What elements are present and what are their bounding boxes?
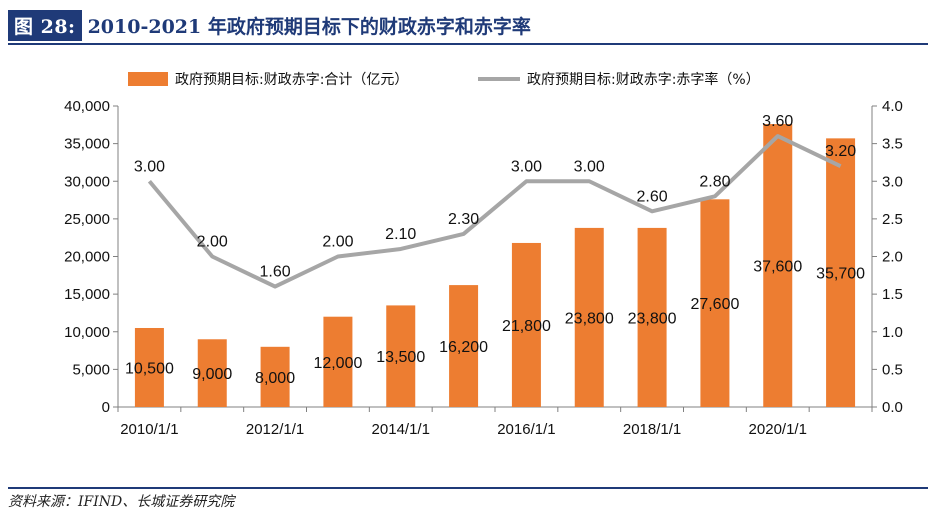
left-tick-label: 20,000: [64, 249, 110, 266]
bar-value-label: 13,500: [376, 349, 425, 366]
bar: [574, 227, 604, 407]
line-value-label: 2.00: [197, 234, 228, 251]
line-value-label: 2.00: [322, 234, 353, 251]
bar: [637, 227, 667, 407]
x-tick-label: 2018/1/1: [623, 421, 681, 438]
left-tick-label: 0: [102, 399, 110, 416]
right-tick-label: 2.0: [882, 249, 903, 266]
left-tick-label: 5,000: [72, 361, 110, 378]
right-tick-label: 2.5: [882, 211, 903, 228]
deficit-rate-line: [147, 134, 842, 289]
line-value-label: 2.10: [385, 226, 416, 243]
bar-value-label: 23,800: [565, 310, 614, 327]
bar: [511, 242, 541, 407]
bar: [260, 346, 290, 407]
right-tick-label: 0.5: [882, 361, 903, 378]
bar: [826, 138, 856, 408]
bar: [700, 199, 730, 407]
legend-label-bar: 政府预期目标:财政赤字:合计（亿元）: [175, 72, 408, 88]
bar-value-label: 12,000: [313, 355, 362, 372]
right-tick-label: 3.0: [882, 173, 903, 190]
left-tick-label: 25,000: [64, 211, 110, 228]
left-tick-label: 40,000: [64, 98, 110, 115]
right-tick-label: 1.0: [882, 324, 903, 341]
x-tick-label: 2020/1/1: [749, 421, 807, 438]
figure-label: 图 28:: [8, 9, 82, 41]
footer-rule: [8, 487, 928, 489]
figure-header: 图 28: 2010-2021 年政府预期目标下的财政赤字和赤字率: [8, 9, 531, 41]
bar-value-label: 21,800: [502, 318, 551, 335]
bar-value-label: 8,000: [255, 370, 295, 387]
figure-title: 2010-2021 年政府预期目标下的财政赤字和赤字率: [87, 15, 531, 38]
bar: [763, 124, 793, 407]
bar-value-label: 23,800: [628, 310, 677, 327]
right-tick-label: 4.0: [882, 98, 903, 115]
bar: [323, 316, 353, 407]
line-value-label: 1.60: [260, 264, 291, 281]
x-tick-label: 2014/1/1: [372, 421, 430, 438]
legend-label-line: 政府预期目标:财政赤字:赤字率（%）: [527, 71, 760, 88]
bar: [449, 285, 479, 407]
x-tick-label: 2010/1/1: [120, 421, 178, 438]
line-value-label: 2.80: [699, 173, 730, 190]
left-tick-label: 35,000: [64, 136, 110, 153]
deficit-chart: 政府预期目标:财政赤字:合计（亿元） 政府预期目标:财政赤字:赤字率（%） 0 5…: [64, 71, 903, 438]
right-tick-label: 3.5: [882, 136, 903, 153]
x-tick-label: 2016/1/1: [497, 421, 555, 438]
bar-value-label: 35,700: [816, 266, 865, 283]
legend-swatch-bar: [128, 72, 168, 86]
bar-value-label: 16,200: [439, 339, 488, 356]
right-tick-label: 0.0: [882, 399, 903, 416]
right-tick-label: 1.5: [882, 286, 903, 303]
bar-value-label: 27,600: [690, 296, 739, 313]
line-value-label: 2.30: [448, 211, 479, 228]
line-value-label: 3.00: [574, 158, 605, 175]
axes: 0 5,000 10,000 15,000 20,000 25,000 30,000 35,0…: [64, 98, 903, 438]
line-value-label: 2.60: [637, 188, 668, 205]
bar-value-label: 10,500: [125, 360, 174, 377]
x-tick-label: 2012/1/1: [246, 421, 304, 438]
header-rule: [8, 43, 928, 45]
line-series: [147, 134, 842, 289]
line-value-label: 3.20: [825, 143, 856, 160]
line-value-label: 3.60: [762, 113, 793, 130]
bar: [134, 327, 164, 407]
data-labels: 10,500 9,000 8,000 12,000 13,500 16,200 21,800…: [125, 113, 865, 387]
left-tick-label: 30,000: [64, 173, 110, 190]
left-tick-label: 10,000: [64, 324, 110, 341]
bar-value-label: 37,600: [753, 259, 802, 276]
line-value-label: 3.00: [134, 158, 165, 175]
bar-series: [134, 124, 856, 408]
bar-value-label: 9,000: [192, 366, 232, 383]
legend: 政府预期目标:财政赤字:合计（亿元） 政府预期目标:财政赤字:赤字率（%）: [128, 71, 760, 88]
line-value-label: 3.00: [511, 158, 542, 175]
bar: [197, 339, 227, 407]
left-tick-label: 15,000: [64, 286, 110, 303]
source-note: 资料来源：IFIND、长城证券研究院: [8, 494, 235, 510]
bar: [386, 305, 416, 407]
